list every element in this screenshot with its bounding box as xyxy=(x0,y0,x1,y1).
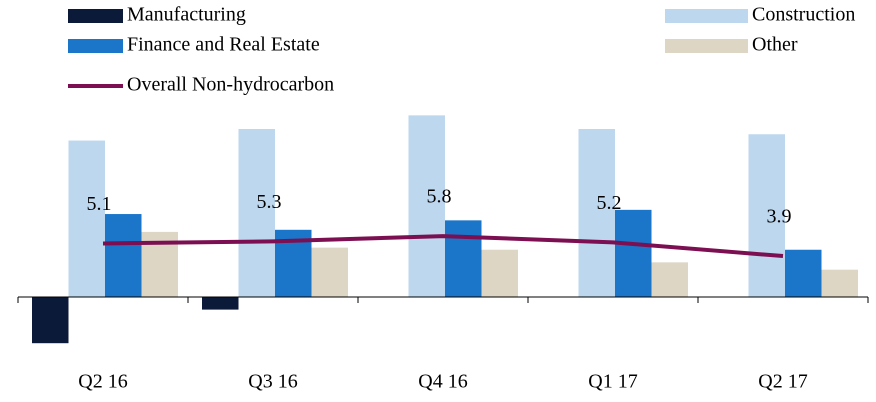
legend-label: Finance and Real Estate xyxy=(127,34,320,56)
bar xyxy=(445,220,482,297)
legend-swatch xyxy=(665,39,748,53)
bar xyxy=(32,297,69,344)
legend-label: Other xyxy=(752,34,798,56)
legend-label: Overall Non-hydrocarbon xyxy=(127,74,334,96)
bar xyxy=(481,249,518,297)
data-label: 5.1 xyxy=(87,193,112,215)
legend-label: Construction xyxy=(752,4,855,26)
bar xyxy=(238,129,275,297)
bar xyxy=(785,249,822,297)
bar xyxy=(105,214,142,297)
bar xyxy=(202,297,239,310)
x-tick-label: Q1 17 xyxy=(588,371,637,393)
bar xyxy=(408,115,445,297)
x-tick-label: Q2 17 xyxy=(758,371,807,393)
bar xyxy=(311,247,348,297)
legend-label: Manufacturing xyxy=(127,4,246,26)
data-label: 5.8 xyxy=(427,186,452,208)
data-label: 5.2 xyxy=(597,192,622,214)
line xyxy=(102,234,784,259)
bar xyxy=(748,134,785,297)
bar xyxy=(821,269,858,297)
legend-swatch xyxy=(68,9,123,23)
data-label: 3.9 xyxy=(767,206,792,228)
x-tick-label: Q3 16 xyxy=(248,371,297,393)
bar xyxy=(615,209,652,297)
legend-swatch xyxy=(665,9,748,23)
legend-swatch xyxy=(68,39,123,53)
bar xyxy=(578,129,615,297)
bar xyxy=(651,262,688,297)
bar xyxy=(68,140,105,297)
data-label: 5.3 xyxy=(257,191,282,213)
x-tick-label: Q4 16 xyxy=(418,371,467,393)
x-tick-label: Q2 16 xyxy=(78,371,127,393)
